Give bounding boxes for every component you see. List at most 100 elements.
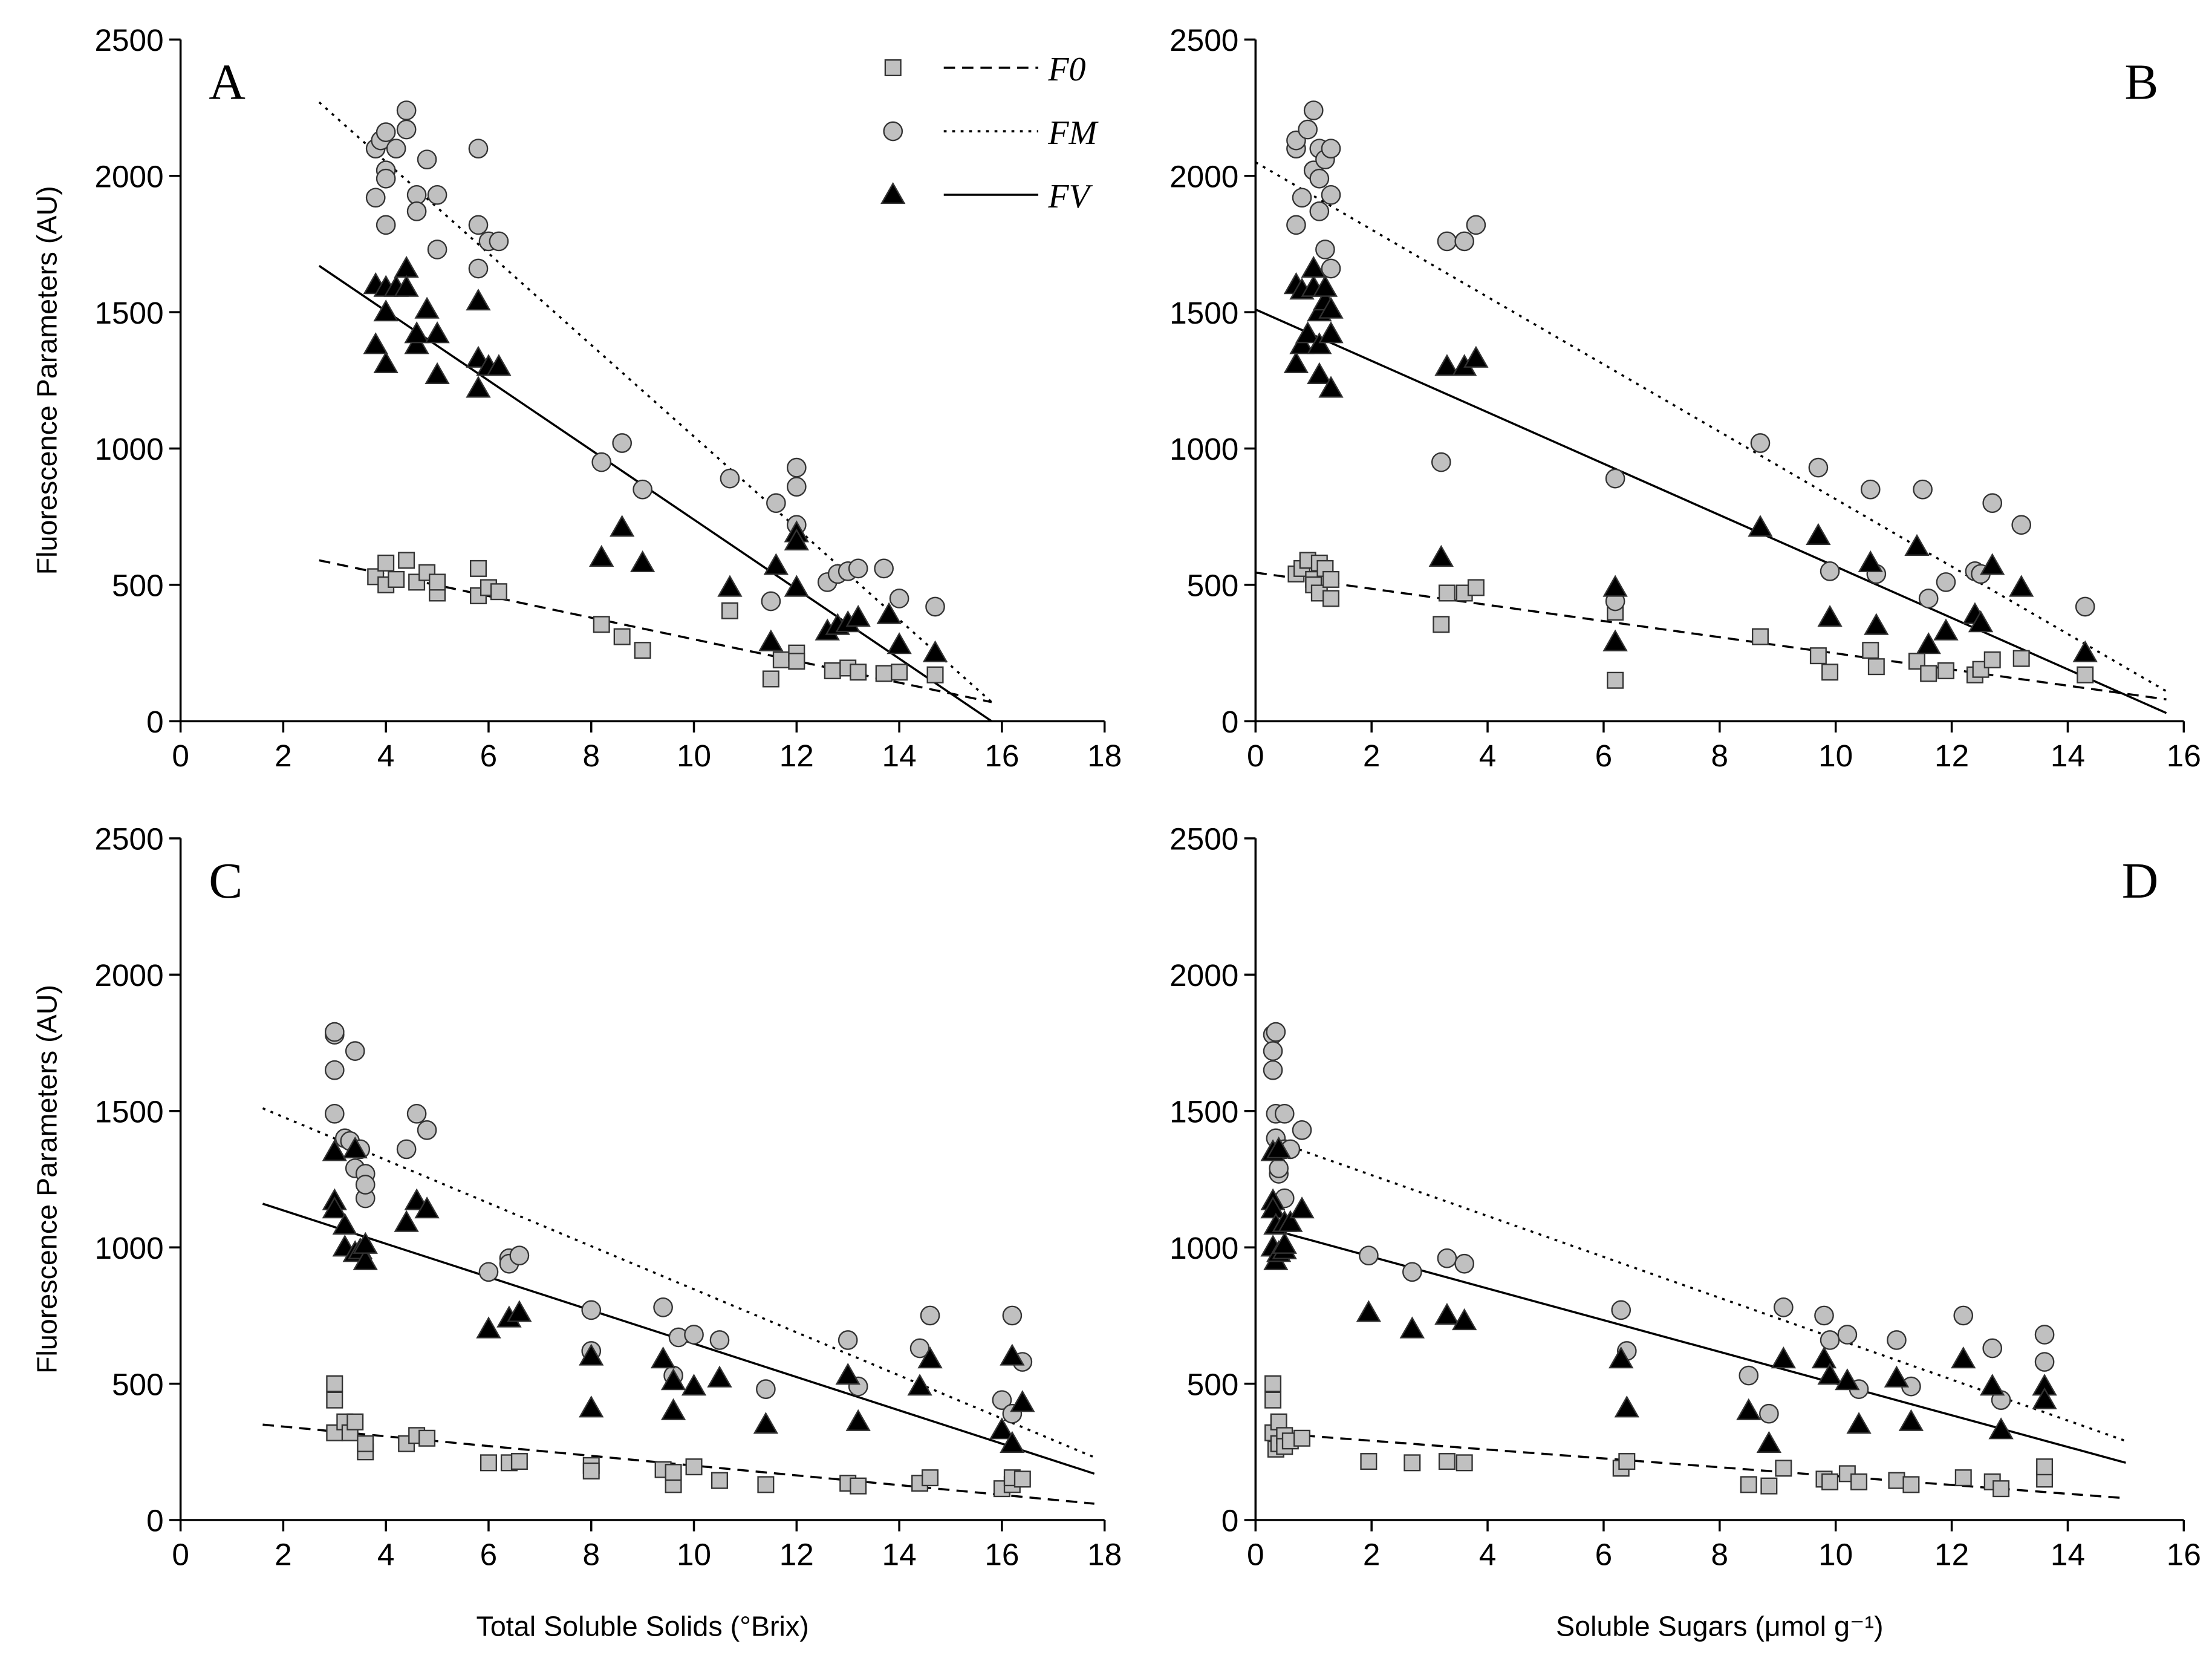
square-marker	[1809, 647, 1827, 665]
circle-marker	[417, 149, 437, 170]
x-tick-label: 0	[1247, 1538, 1264, 1572]
circle-marker	[1321, 258, 1341, 279]
x-axis-label: Total Soluble Solids (°Brix)	[477, 1610, 809, 1642]
triangle-marker	[1307, 332, 1332, 354]
circle-marker	[1309, 168, 1330, 189]
circle-marker	[355, 1175, 376, 1195]
x-tick-label: 0	[172, 739, 189, 773]
square-marker	[1013, 1470, 1031, 1488]
x-tick-label: 4	[1479, 1538, 1497, 1572]
triangle-marker	[1806, 523, 1831, 545]
triangle-marker	[476, 1316, 501, 1339]
panel-label: D	[2122, 853, 2159, 909]
x-tick-label: 16	[984, 739, 1019, 773]
square-marker	[429, 573, 446, 591]
triangle-marker	[1399, 1316, 1425, 1339]
x-tick-label: 6	[1595, 739, 1613, 773]
triangle-marker	[876, 602, 902, 624]
y-tick-label: 500	[112, 569, 164, 603]
y-tick-label: 2500	[94, 23, 163, 57]
triangle-marker	[660, 1368, 686, 1391]
circle-marker	[581, 1300, 602, 1320]
square-marker	[1618, 1453, 1636, 1470]
square-marker	[1322, 570, 1340, 588]
square-marker	[1888, 1472, 1905, 1489]
square-marker	[1264, 1375, 1282, 1392]
square-marker	[1937, 662, 1954, 679]
square-marker	[721, 602, 738, 619]
square-marker	[1433, 616, 1450, 633]
circle-marker	[633, 479, 652, 500]
triangle-marker	[1864, 613, 1889, 635]
circle-marker	[427, 240, 447, 259]
circle-marker	[838, 1330, 858, 1350]
triangle-marker	[1933, 618, 1959, 641]
circle-marker	[376, 122, 396, 142]
triangle-marker	[1318, 376, 1344, 398]
triangle-marker	[1434, 1302, 1460, 1325]
x-tick-label: 4	[377, 739, 395, 773]
square-marker	[1456, 1454, 1473, 1472]
square-marker	[1862, 642, 1879, 659]
circle-marker	[1611, 1300, 1631, 1320]
circle-marker	[396, 100, 417, 120]
fit-line	[318, 101, 993, 703]
legend-label: FM	[1047, 114, 1099, 152]
circle-marker	[1982, 1338, 2003, 1359]
x-tick-label: 12	[1934, 739, 1969, 773]
triangle-marker	[1356, 1300, 1382, 1322]
triangle-marker	[1307, 362, 1332, 384]
x-tick-label: 14	[882, 1538, 917, 1572]
circle-marker	[1936, 572, 1956, 592]
x-tick-label: 16	[984, 1538, 1019, 1572]
x-tick-label: 2	[275, 739, 292, 773]
circle-marker	[1263, 1060, 1283, 1080]
fit-line	[1267, 1432, 2126, 1499]
square-marker	[1751, 628, 1769, 645]
triangle-marker	[1835, 1368, 1860, 1391]
circle-marker	[1913, 479, 1933, 500]
triangle-marker	[466, 345, 491, 368]
triangle-marker	[1000, 1431, 1025, 1453]
triangle-marker	[425, 362, 450, 384]
triangle-marker	[922, 640, 948, 662]
x-tick-label: 4	[1479, 739, 1497, 773]
triangle-marker	[1010, 1390, 1035, 1412]
circle-marker	[324, 1060, 345, 1080]
y-tick-label: 2000	[1169, 159, 1238, 194]
square-marker	[326, 1375, 343, 1392]
y-tick-label: 0	[146, 1504, 164, 1538]
triangle-marker	[1289, 1196, 1315, 1219]
circle-marker	[591, 452, 612, 472]
square-marker	[377, 554, 395, 572]
x-tick-label: 12	[779, 1538, 814, 1572]
circle-marker	[1286, 215, 1306, 235]
triangle-marker	[1980, 553, 2005, 575]
circle-marker	[1454, 1253, 1475, 1274]
circle-marker	[1454, 231, 1475, 252]
triangle-marker	[1602, 575, 1628, 597]
y-tick-label: 1500	[94, 1094, 163, 1129]
x-tick-label: 8	[1711, 739, 1729, 773]
triangle-marker	[1434, 354, 1460, 376]
x-tick-label: 8	[1711, 1538, 1729, 1572]
x-tick-label: 2	[275, 1538, 292, 1572]
circle-marker	[709, 1330, 730, 1350]
square-marker	[757, 1476, 775, 1493]
y-tick-label: 0	[146, 705, 164, 739]
x-tick-label: 14	[2051, 1538, 2085, 1572]
circle-marker	[1274, 1103, 1295, 1124]
circle-marker	[1887, 1330, 1907, 1350]
triangle-marker	[784, 528, 809, 550]
triangle-marker	[1904, 533, 1930, 556]
triangle-marker	[1858, 550, 1883, 573]
circle-marker	[1309, 201, 1330, 221]
triangle-marker	[404, 321, 429, 344]
circle-marker	[756, 1379, 776, 1399]
circle-marker	[1431, 452, 1451, 472]
square-marker	[1954, 1469, 1972, 1487]
triangle-marker	[1463, 345, 1489, 368]
triangle-marker	[1811, 1346, 1837, 1369]
triangle-marker	[681, 1374, 707, 1396]
circle-marker	[909, 1338, 930, 1359]
